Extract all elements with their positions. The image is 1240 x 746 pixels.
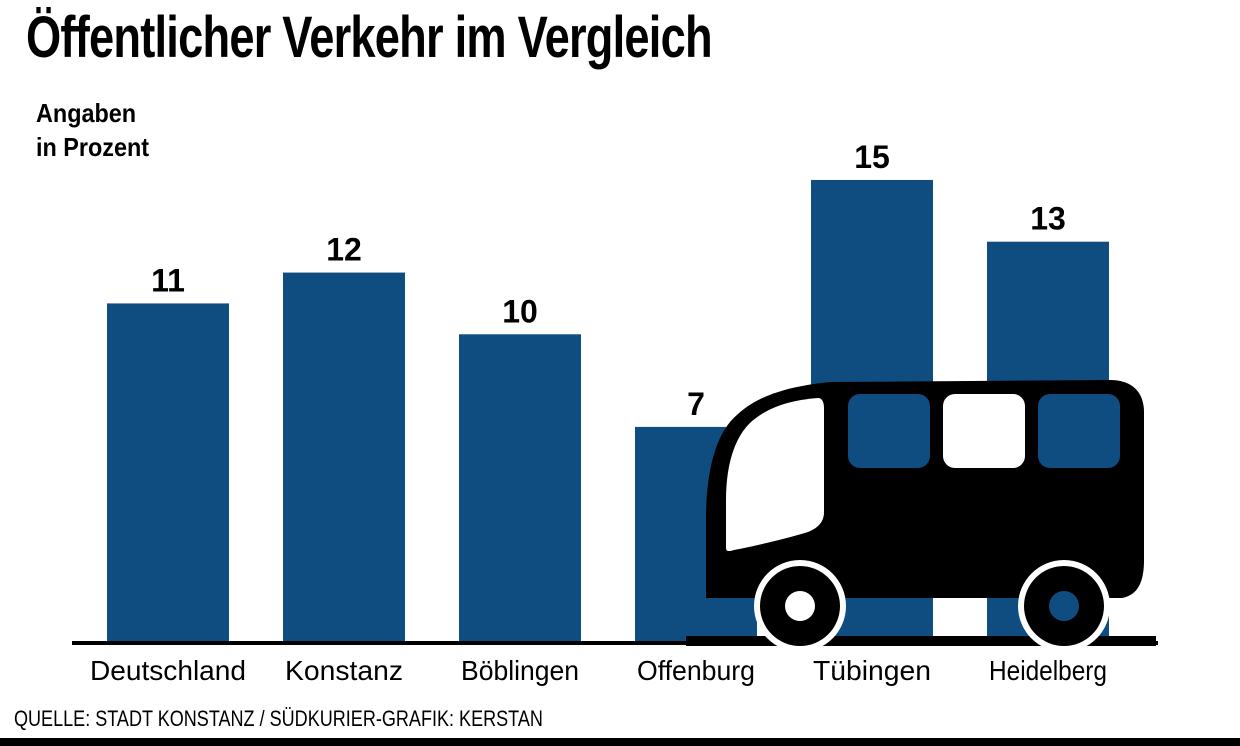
value-label: 7 <box>687 386 705 422</box>
bar-konstanz <box>283 272 405 643</box>
category-label: Böblingen <box>461 655 579 686</box>
value-label: 12 <box>326 232 362 268</box>
bus-icon <box>686 380 1156 652</box>
value-labels-group: 11 12 10 7 15 13 <box>151 139 1066 422</box>
unit-label-line2: in Prozent <box>36 132 150 162</box>
source-note: QUELLE: STADT KONSTANZ / SÜDKURIER-GRAFI… <box>14 706 543 731</box>
category-label: Konstanz <box>285 655 403 686</box>
bar-böblingen <box>459 334 581 643</box>
value-label: 11 <box>151 262 185 298</box>
value-label: 15 <box>854 139 890 175</box>
category-label: Offenburg <box>637 655 755 686</box>
unit-label-line1: Angaben <box>36 98 137 128</box>
category-labels-group: Deutschland Konstanz Böblingen Offenburg Tüb… <box>90 655 1107 686</box>
category-label: Tübingen <box>813 655 931 686</box>
chart-title: Öffentlicher Verkehr im Vergleich <box>26 5 713 70</box>
category-label: Heidelberg <box>989 655 1107 686</box>
value-label: 13 <box>1030 201 1066 237</box>
bar-chart: 11 12 10 7 15 13 Deutschland Konstanz Böblingen… <box>72 139 1158 686</box>
bottom-rule <box>0 738 1240 746</box>
category-label: Deutschland <box>90 655 246 686</box>
unit-label: Angaben in Prozent <box>36 96 149 164</box>
value-label: 10 <box>502 293 538 329</box>
bar-deutschland <box>107 303 229 643</box>
